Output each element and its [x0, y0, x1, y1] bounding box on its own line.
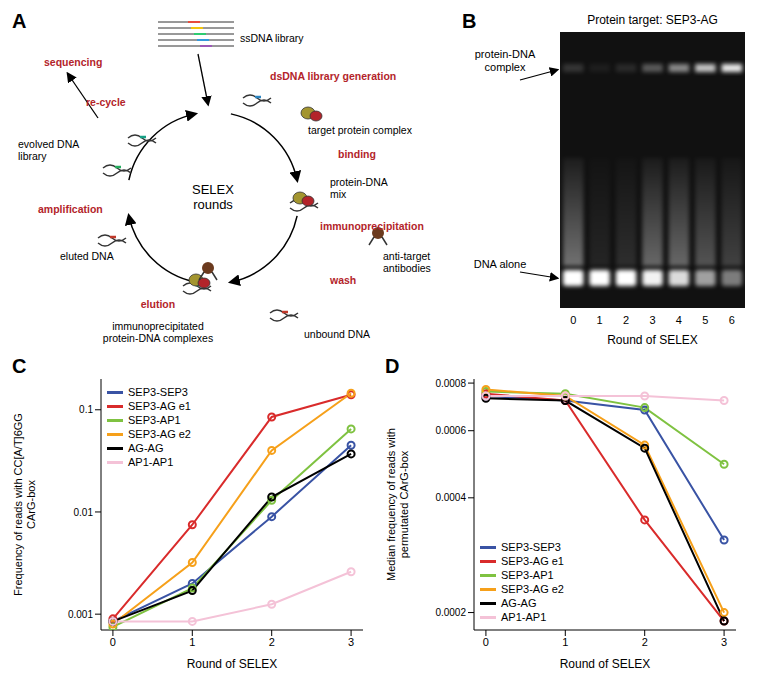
html-text:SEP3-SEP3: SEP3-SEP3	[128, 386, 188, 398]
svg-text:immunoprecipitation: immunoprecipitation	[320, 220, 424, 232]
svg-text:protein-DNAmix: protein-DNAmix	[330, 176, 388, 200]
svg-text:binding: binding	[338, 148, 376, 160]
svg-text:0: 0	[570, 314, 576, 326]
svg-text:dsDNA library generation: dsDNA library generation	[270, 70, 396, 82]
svg-text:4: 4	[676, 314, 682, 326]
svg-text:2: 2	[623, 314, 629, 326]
svg-text:3: 3	[721, 636, 727, 648]
svg-text:anti-targetantibodies: anti-targetantibodies	[383, 250, 431, 274]
svg-text:ssDNA library: ssDNA library	[240, 32, 304, 44]
svg-text:0: 0	[110, 636, 116, 648]
svg-text:amplification: amplification	[38, 203, 103, 215]
svg-text:A: A	[12, 10, 26, 32]
svg-text:1: 1	[189, 636, 195, 648]
svg-text:2: 2	[269, 636, 275, 648]
html-text:SEP3-SEP3: SEP3-SEP3	[501, 541, 561, 553]
svg-text:2: 2	[642, 636, 648, 648]
svg-text:evolved DNAlibrary: evolved DNAlibrary	[18, 138, 79, 162]
svg-text:Round of SELEX: Round of SELEX	[607, 333, 698, 347]
svg-text:0.1: 0.1	[79, 404, 93, 415]
svg-text:rounds: rounds	[193, 197, 233, 212]
svg-text:Median frequency of reads with: Median frequency of reads withpermutated…	[385, 428, 410, 581]
svg-text:0.0002: 0.0002	[435, 607, 466, 618]
svg-text:re-cycle: re-cycle	[86, 96, 126, 108]
html-text:SEP3-AP1: SEP3-AP1	[128, 414, 181, 426]
svg-text:wash: wash	[329, 274, 356, 286]
svg-text:Protein target: SEP3-AG: Protein target: SEP3-AG	[587, 13, 718, 27]
svg-text:target protein complex: target protein complex	[308, 124, 413, 136]
svg-text:Round of SELEX: Round of SELEX	[560, 657, 651, 671]
html-text:SEP3-AG e1: SEP3-AG e1	[501, 555, 564, 567]
html-text:C: C	[12, 355, 27, 377]
svg-text:5: 5	[702, 314, 708, 326]
svg-text:unbound DNA: unbound DNA	[304, 328, 370, 340]
html-text:AG-AG: AG-AG	[501, 597, 537, 609]
svg-text:B: B	[462, 10, 476, 32]
html-text:SEP3-AG e2: SEP3-AG e2	[128, 428, 191, 440]
svg-text:sequencing: sequencing	[44, 56, 102, 68]
html-text:AP1-AP1: AP1-AP1	[501, 611, 547, 623]
svg-text:0.0008: 0.0008	[435, 378, 466, 389]
svg-text:SELEX: SELEX	[192, 182, 234, 197]
svg-text:0.001: 0.001	[68, 609, 93, 620]
svg-text:DNA alone: DNA alone	[474, 258, 527, 270]
svg-text:0.0006: 0.0006	[435, 425, 466, 436]
html-text:D: D	[385, 355, 400, 377]
svg-text:0.0004: 0.0004	[435, 492, 466, 503]
svg-text:protein-DNAcomplex: protein-DNAcomplex	[475, 48, 536, 73]
html-text:SEP3-AG e2: SEP3-AG e2	[501, 583, 564, 595]
svg-text:6: 6	[729, 314, 735, 326]
html-text:AP1-AP1: AP1-AP1	[128, 456, 174, 468]
svg-text:immunoprecipitatedprotein-DNA: immunoprecipitatedprotein-DNA complexes	[103, 320, 213, 344]
svg-text:eluted DNA: eluted DNA	[60, 250, 114, 262]
svg-text:3: 3	[348, 636, 354, 648]
svg-text:Round of SELEX: Round of SELEX	[187, 657, 278, 671]
svg-text:3: 3	[649, 314, 655, 326]
svg-text:0: 0	[483, 636, 489, 648]
html-text:SEP3-AP1: SEP3-AP1	[501, 569, 554, 581]
svg-text:1: 1	[597, 314, 603, 326]
svg-text:1: 1	[562, 636, 568, 648]
html-text:AG-AG: AG-AG	[128, 442, 164, 454]
html-text:SEP3-AG e1: SEP3-AG e1	[128, 400, 191, 412]
svg-text:0.01: 0.01	[74, 507, 94, 518]
svg-text:Frequency of reads with CC[A/T: Frequency of reads with CC[A/T]6GGCArG-b…	[12, 413, 37, 596]
svg-text:elution: elution	[141, 298, 175, 310]
